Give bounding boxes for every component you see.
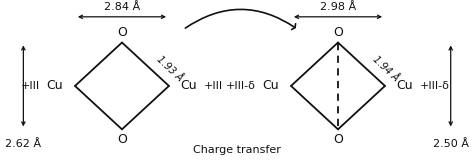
Text: Cu: Cu [46, 79, 63, 92]
Text: Cu: Cu [397, 79, 413, 92]
Text: O: O [333, 26, 343, 39]
Text: Charge transfer: Charge transfer [193, 145, 281, 155]
Text: Cu: Cu [181, 79, 197, 92]
Text: 1.94 Å: 1.94 Å [371, 54, 401, 83]
Text: O: O [117, 26, 127, 39]
Text: O: O [117, 133, 127, 146]
Text: 2.98 Å: 2.98 Å [320, 2, 356, 12]
Text: Cu: Cu [263, 79, 279, 92]
Text: +III: +III [21, 81, 40, 91]
Text: +III-δ: +III-δ [420, 81, 450, 91]
Text: 2.84 Å: 2.84 Å [104, 2, 140, 12]
Text: O: O [333, 133, 343, 146]
Text: 2.62 Å: 2.62 Å [5, 139, 41, 149]
Text: +III: +III [204, 81, 223, 91]
Text: 1.93 Å: 1.93 Å [155, 54, 185, 83]
Text: 2.50 Å: 2.50 Å [433, 139, 469, 149]
Text: +III-δ: +III-δ [226, 81, 256, 91]
